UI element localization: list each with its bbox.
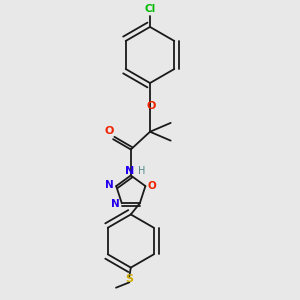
Text: N: N xyxy=(105,180,114,190)
Text: O: O xyxy=(147,101,156,111)
Text: O: O xyxy=(148,181,156,191)
Text: O: O xyxy=(105,126,114,136)
Text: Cl: Cl xyxy=(144,4,156,14)
Text: N: N xyxy=(111,200,120,209)
Text: S: S xyxy=(125,274,133,284)
Text: N: N xyxy=(125,166,134,176)
Text: H: H xyxy=(138,166,146,176)
